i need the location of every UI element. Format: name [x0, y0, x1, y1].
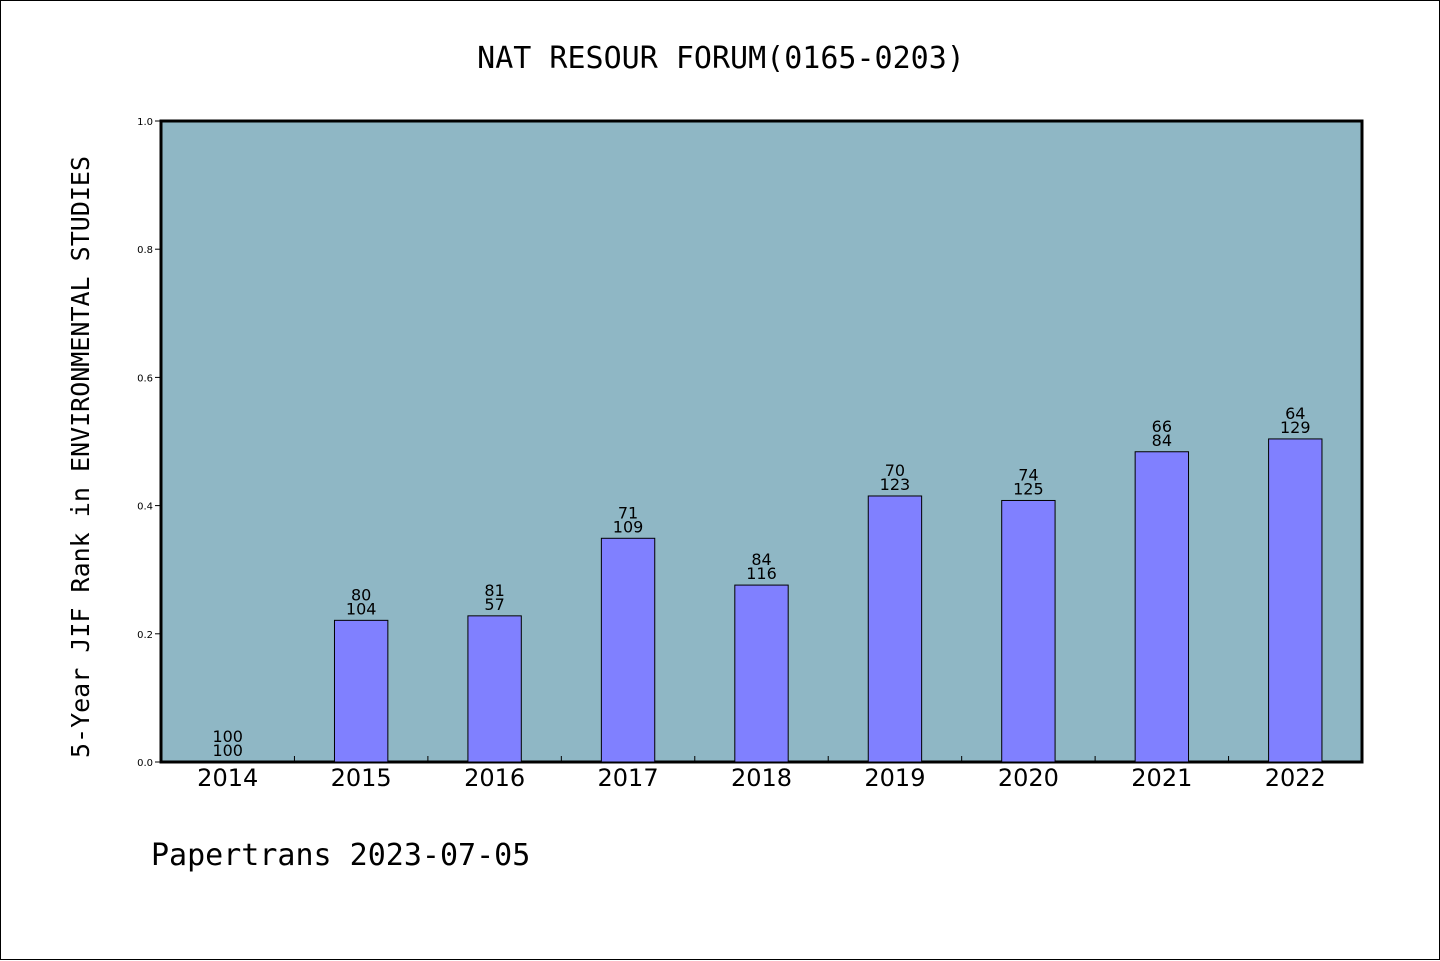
bar-label-top: 64 — [1285, 404, 1305, 423]
bar-label-bottom: 57 — [484, 595, 504, 614]
x-tick-label: 2021 — [1131, 764, 1192, 792]
bar-label-bottom: 116 — [746, 564, 777, 583]
bar — [467, 615, 522, 763]
x-tick-label: 2016 — [464, 764, 525, 792]
bar — [200, 760, 255, 763]
bar-labels: 1001008010481577110984116701237412566846… — [212, 404, 1310, 760]
bar-label-top: 84 — [751, 550, 771, 569]
x-axis-ticks: 2014 2015 2016 2017 2018 2019 2020 2021 2022 — [197, 756, 1326, 792]
x-tick-label: 2018 — [731, 764, 792, 792]
y-axis-ticks: 0.0 0.2 0.4 0.6 0.8 1.0 — [137, 117, 161, 769]
bar-label-bottom: 109 — [613, 517, 644, 536]
chart-title: NAT RESOUR FORUM(0165-0203) — [477, 41, 965, 76]
bar-label-bottom: 100 — [212, 741, 243, 760]
y-tick-label: 0.0 — [137, 758, 153, 769]
bar-label-top: 100 — [212, 727, 243, 746]
bar — [1001, 499, 1056, 763]
x-tick-label: 2014 — [197, 764, 258, 792]
bar — [333, 619, 389, 763]
bar — [1134, 451, 1190, 763]
bar-label-top: 71 — [618, 503, 638, 522]
x-tick-label: 2017 — [598, 764, 659, 792]
y-tick-label: 0.6 — [137, 373, 153, 384]
bars — [200, 438, 1323, 763]
bar-label-bottom: 129 — [1280, 418, 1311, 437]
bar-label-top: 81 — [484, 581, 504, 600]
y-tick-label: 0.4 — [137, 502, 153, 513]
y-axis-label: 5-Year JIF Rank in ENVIRONMENTAL STUDIES — [66, 156, 95, 758]
chart-footer: Papertrans 2023-07-05 — [151, 838, 530, 873]
y-tick-label: 0.8 — [137, 245, 153, 256]
bar-label-top: 70 — [885, 461, 905, 480]
bar-label-top: 74 — [1018, 465, 1038, 484]
bar-label-top: 66 — [1152, 417, 1172, 436]
bar — [1268, 438, 1323, 763]
x-tick-label: 2015 — [331, 764, 392, 792]
bar-label-top: 80 — [351, 585, 371, 604]
x-tick-label: 2019 — [864, 764, 925, 792]
bar-label-bottom: 123 — [880, 475, 911, 494]
bar-label-bottom: 104 — [346, 599, 377, 618]
y-tick-label: 0.2 — [137, 630, 153, 641]
bar — [734, 584, 789, 763]
x-tick-label: 2022 — [1265, 764, 1326, 792]
bar — [867, 495, 923, 763]
y-tick-label: 1.0 — [137, 117, 153, 128]
bar-label-bottom: 84 — [1152, 431, 1172, 450]
bar — [600, 537, 656, 763]
bar-label-bottom: 125 — [1013, 479, 1044, 498]
x-tick-label: 2020 — [998, 764, 1059, 792]
